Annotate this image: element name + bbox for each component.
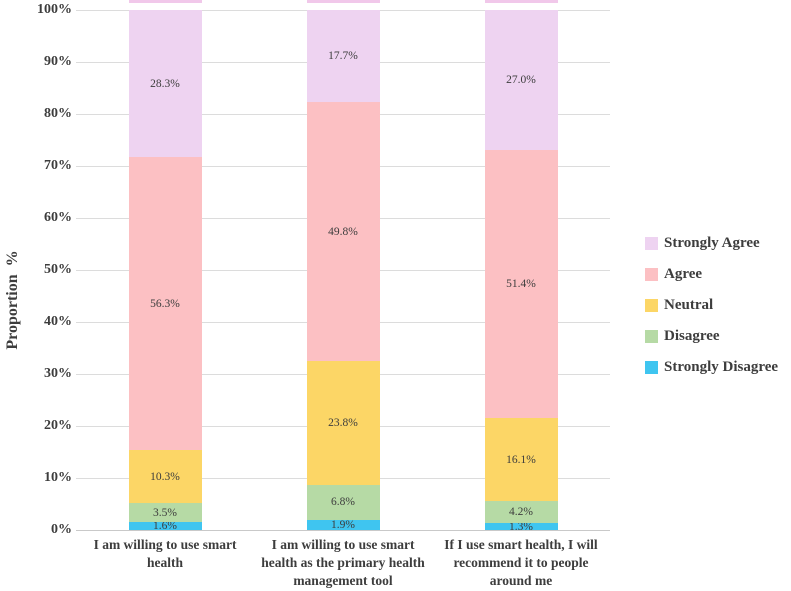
bar-segment-strongly-disagree: 1.9% (306, 519, 380, 532)
bar-segment-label: 4.2% (509, 506, 533, 519)
category-label-line: management tool (293, 573, 393, 588)
legend-swatch-disagree (645, 329, 658, 343)
legend-label: Agree (664, 265, 703, 282)
bar-top-edge (128, 0, 202, 3)
bar-segment-disagree: 4.2% (484, 501, 558, 524)
bar-segment-agree: 49.8% (306, 102, 380, 361)
y-tick-label: 80% (44, 106, 72, 121)
y-tick-label: 10% (44, 470, 72, 485)
bar-segment-strongly-agree: 17.7% (306, 10, 380, 103)
bar-segment-agree: 56.3% (128, 157, 202, 450)
category-label: I am willing to use smart health (58, 536, 272, 572)
x-axis-line (76, 529, 610, 531)
legend-label: Strongly Disagree (664, 358, 779, 375)
category-label: I am willing to use smart health as the p… (236, 536, 450, 590)
bar-segment-neutral: 23.8% (306, 361, 380, 485)
y-tick-label: 30% (44, 366, 72, 381)
category-label-line: If I use smart health, I will (444, 537, 598, 552)
bar-segment-label: 17.7% (328, 50, 358, 63)
bar-segment-label: 16.1% (506, 453, 536, 466)
bar-segment-label: 1.9% (331, 519, 355, 532)
legend-label: Strongly Agree (664, 234, 760, 251)
bar-segment-label: 28.3% (150, 77, 180, 90)
category-label-line: I am willing to use smart (271, 537, 415, 552)
bar-segment-disagree: 3.5% (128, 503, 202, 522)
bar-segment-label: 3.5% (153, 506, 177, 519)
y-tick-label: 50% (44, 262, 72, 277)
bar-segment-label: 49.8% (328, 225, 358, 238)
bar-top-edge (306, 0, 380, 3)
legend-item-strongly-agree: Strongly Agree (645, 233, 760, 253)
y-tick-label: 0% (51, 522, 72, 537)
bar-segment-label: 10.3% (150, 470, 180, 483)
y-tick-label: 20% (44, 418, 72, 433)
bar-segment-label: 51.4% (506, 278, 536, 291)
legend-swatch-agree (645, 267, 658, 281)
y-tick-label: 70% (44, 158, 72, 173)
bar-segment-label: 27.0% (506, 74, 536, 87)
bar-segment-label: 23.8% (328, 416, 358, 429)
category-label-line: health as the primary health (261, 555, 425, 570)
bar-segment-label: 6.8% (331, 496, 355, 509)
bar-segment-neutral: 10.3% (128, 449, 202, 504)
bar-segment-neutral: 16.1% (484, 417, 558, 502)
bar-segment-strongly-disagree: 1.6% (128, 519, 202, 532)
category-label-line: I am willing to use smart (93, 537, 237, 552)
legend-swatch-strongly-disagree (645, 360, 658, 374)
legend-item-neutral: Neutral (645, 295, 713, 315)
bar-top-edge (484, 0, 558, 3)
category-label-line: around me (489, 573, 553, 588)
category-label-line: recommend it to people (453, 555, 589, 570)
y-tick-label: 90% (44, 54, 72, 69)
category-label: If I use smart health, I will recommend i… (414, 536, 628, 590)
y-axis-title: Proportion % (4, 250, 21, 350)
category-label-line: health (146, 555, 183, 570)
bar-segment-disagree: 6.8% (306, 484, 380, 521)
bar-segment-label: 1.6% (153, 519, 177, 532)
y-tick-label: 60% (44, 210, 72, 225)
legend-item-strongly-disagree: Strongly Disagree (645, 357, 778, 377)
bar-segment-agree: 51.4% (484, 150, 558, 418)
bar-segment-label: 56.3% (150, 297, 180, 310)
legend-swatch-neutral (645, 298, 658, 312)
bar-segment-label: 1.3% (509, 520, 533, 533)
legend-label: Disagree (664, 327, 720, 344)
legend-item-agree: Agree (645, 264, 702, 284)
y-tick-label: 40% (44, 314, 72, 329)
y-tick-label: 100% (37, 2, 72, 17)
legend-label: Neutral (664, 296, 714, 313)
bar-segment-strongly-disagree: 1.3% (484, 520, 558, 533)
legend-swatch-strongly-agree (645, 236, 658, 250)
bar-segment-strongly-agree: 27.0% (484, 10, 558, 151)
bar-segment-strongly-agree: 28.3% (128, 10, 202, 158)
legend-item-disagree: Disagree (645, 326, 720, 346)
